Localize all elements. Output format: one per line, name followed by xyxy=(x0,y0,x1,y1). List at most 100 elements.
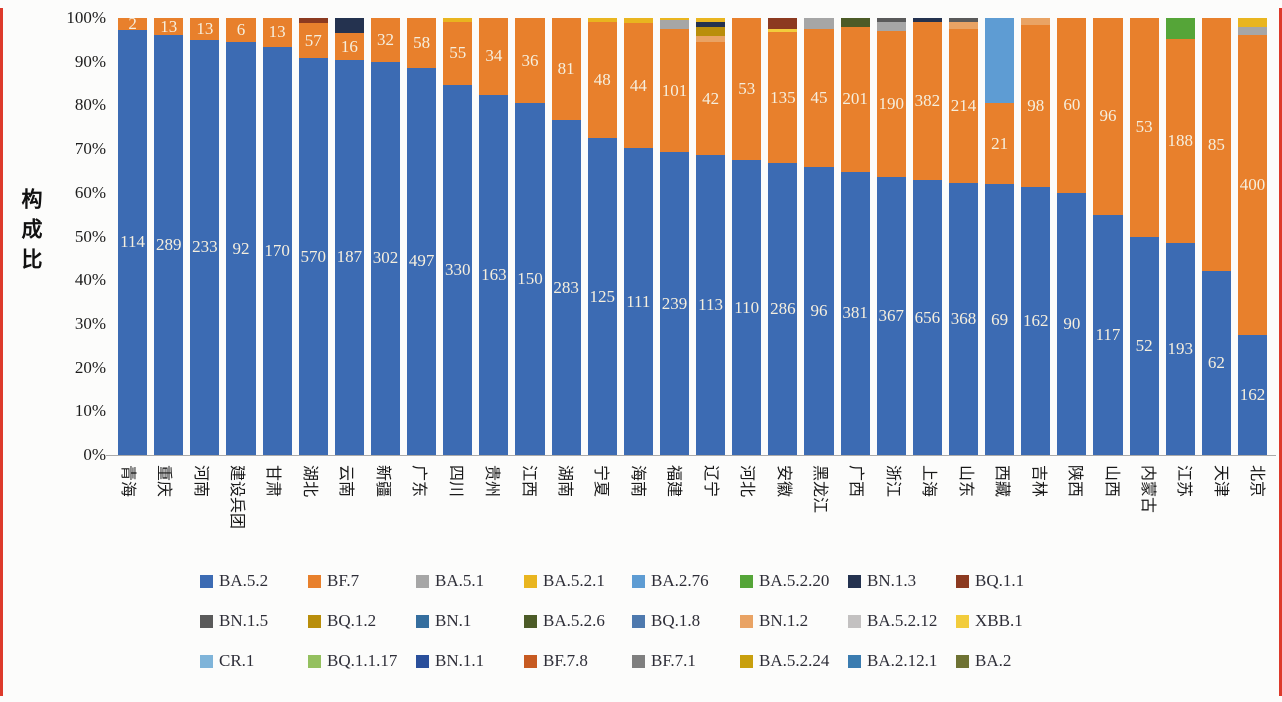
bar-segment: 162 xyxy=(1021,187,1051,455)
segment-value-label: 286 xyxy=(770,299,796,319)
legend-swatch xyxy=(740,574,753,588)
legend-item: BQ.1.1 xyxy=(956,568,1064,594)
segment-value-label: 52 xyxy=(1135,335,1153,355)
legend-label: BF.7 xyxy=(327,571,360,590)
x-label-cell: 河南 xyxy=(191,461,220,563)
legend-label: BN.1.3 xyxy=(867,571,917,590)
segment-value-label: 170 xyxy=(264,240,290,260)
bar: 111 44 xyxy=(623,18,653,455)
segment-value-label: 117 xyxy=(1095,324,1121,344)
legend-label: BN.1.5 xyxy=(219,611,269,630)
segment-value-label: 21 xyxy=(991,133,1009,153)
bar-segment: 32 xyxy=(370,18,400,62)
x-label-cell: 湖北 xyxy=(300,461,329,563)
bar-segment: 101 xyxy=(659,28,689,153)
x-axis-label: 福建 xyxy=(665,465,683,498)
legend-label: BA.5.2.12 xyxy=(867,611,938,630)
legend-label: BN.1.2 xyxy=(759,611,809,630)
legend-label: BA.5.2.6 xyxy=(543,611,605,630)
x-label-cell: 重庆 xyxy=(154,461,183,563)
bar: 96 45 xyxy=(804,18,834,455)
x-axis-label: 建设兵团 xyxy=(228,465,246,530)
segment-value-label: 113 xyxy=(698,295,723,315)
segment-value-label: 283 xyxy=(553,277,579,297)
y-tick-label: 70% xyxy=(74,139,106,159)
bar: 193 188 xyxy=(1165,18,1195,455)
bar: 114 2 xyxy=(118,14,148,455)
legend-item: BF.7.8 xyxy=(524,648,632,674)
legend-label: BA.5.2.24 xyxy=(759,651,830,670)
bar-segment: 239 xyxy=(659,152,689,455)
bar-segment xyxy=(696,18,726,23)
x-axis-line xyxy=(106,455,1276,456)
segment-value-label: 85 xyxy=(1207,134,1225,154)
legend-label: BA.2.12.1 xyxy=(867,651,938,670)
bar-segment xyxy=(912,18,942,23)
segment-value-label: 302 xyxy=(372,248,399,268)
legend-swatch xyxy=(524,654,537,668)
x-label-cell: 新疆 xyxy=(373,461,402,563)
segment-value-label: 162 xyxy=(1022,311,1049,331)
legend-label: BA.2.76 xyxy=(651,571,709,590)
bar-segment xyxy=(334,18,364,34)
x-axis-label: 广东 xyxy=(410,465,428,498)
legend-item: BN.1.2 xyxy=(740,608,848,634)
bar-segment: 36 xyxy=(515,18,545,104)
segment-value-label: 135 xyxy=(770,87,796,107)
bar: 497 58 xyxy=(407,18,437,455)
x-axis-label: 山西 xyxy=(1102,465,1120,498)
bar-segment: 382 xyxy=(912,22,942,181)
bar-segment: 117 xyxy=(1093,214,1123,455)
segment-value-label: 6 xyxy=(236,20,246,40)
bar-segment xyxy=(443,18,473,22)
segment-value-label: 60 xyxy=(1063,95,1081,115)
bar-segment: 193 xyxy=(1165,243,1195,455)
legend-label: BA.5.2.20 xyxy=(759,571,830,590)
segment-value-label: 92 xyxy=(232,238,250,258)
legend: BA.5.2 BF.7 BA.5.1 BA.5.2.1 BA.2.76 BA.5.2.20… xyxy=(200,568,1064,674)
bar-segment xyxy=(587,18,617,22)
legend-swatch xyxy=(956,654,969,668)
y-tick-label: 90% xyxy=(74,51,106,71)
bar: 381 201 xyxy=(840,18,870,455)
bar-segment: 44 xyxy=(623,23,653,149)
segment-value-label: 570 xyxy=(300,246,326,266)
x-axis-label: 江西 xyxy=(519,465,537,498)
bar-segment: 53 xyxy=(732,18,762,161)
x-axis-label: 湖北 xyxy=(300,465,318,498)
legend-item: CR.1 xyxy=(200,648,308,674)
bar-segment: 45 xyxy=(804,28,834,168)
x-axis-label: 天津 xyxy=(1211,465,1229,498)
legend-label: BN.1 xyxy=(435,611,472,630)
segment-value-label: 381 xyxy=(842,303,868,323)
segment-value-label: 57 xyxy=(304,30,322,50)
bar-segment xyxy=(1021,18,1051,25)
legend-label: BQ.1.1 xyxy=(975,571,1025,590)
legend-swatch xyxy=(740,654,753,668)
bar-segment: 58 xyxy=(407,18,437,68)
bar-segment: 98 xyxy=(1021,24,1051,188)
segment-value-label: 125 xyxy=(589,286,615,306)
x-label-cell: 江西 xyxy=(519,461,548,563)
legend-item: XBB.1 xyxy=(956,608,1064,634)
x-label-cell: 安徽 xyxy=(774,461,803,563)
x-label-cell: 辽宁 xyxy=(701,461,730,563)
legend-swatch xyxy=(416,574,429,588)
segment-value-label: 98 xyxy=(1027,95,1045,115)
bar: 187 16 xyxy=(334,18,364,455)
x-label-cell: 天津 xyxy=(1211,461,1240,563)
legend-swatch xyxy=(200,574,213,588)
bar-segment: 110 xyxy=(732,160,762,455)
bar-segment: 214 xyxy=(948,28,978,184)
x-axis-label: 山东 xyxy=(956,465,974,498)
y-tick-label: 10% xyxy=(74,401,106,421)
bar-segment: 497 xyxy=(407,67,437,455)
segment-value-label: 58 xyxy=(413,32,431,52)
segment-value-label: 163 xyxy=(481,264,507,284)
legend-item: BQ.1.8 xyxy=(632,608,740,634)
legend-swatch xyxy=(848,614,861,628)
x-axis-label: 宁夏 xyxy=(592,465,610,498)
legend-item: BA.5.2.6 xyxy=(524,608,632,634)
segment-value-label: 96 xyxy=(810,301,828,321)
bar-segment xyxy=(768,28,798,32)
